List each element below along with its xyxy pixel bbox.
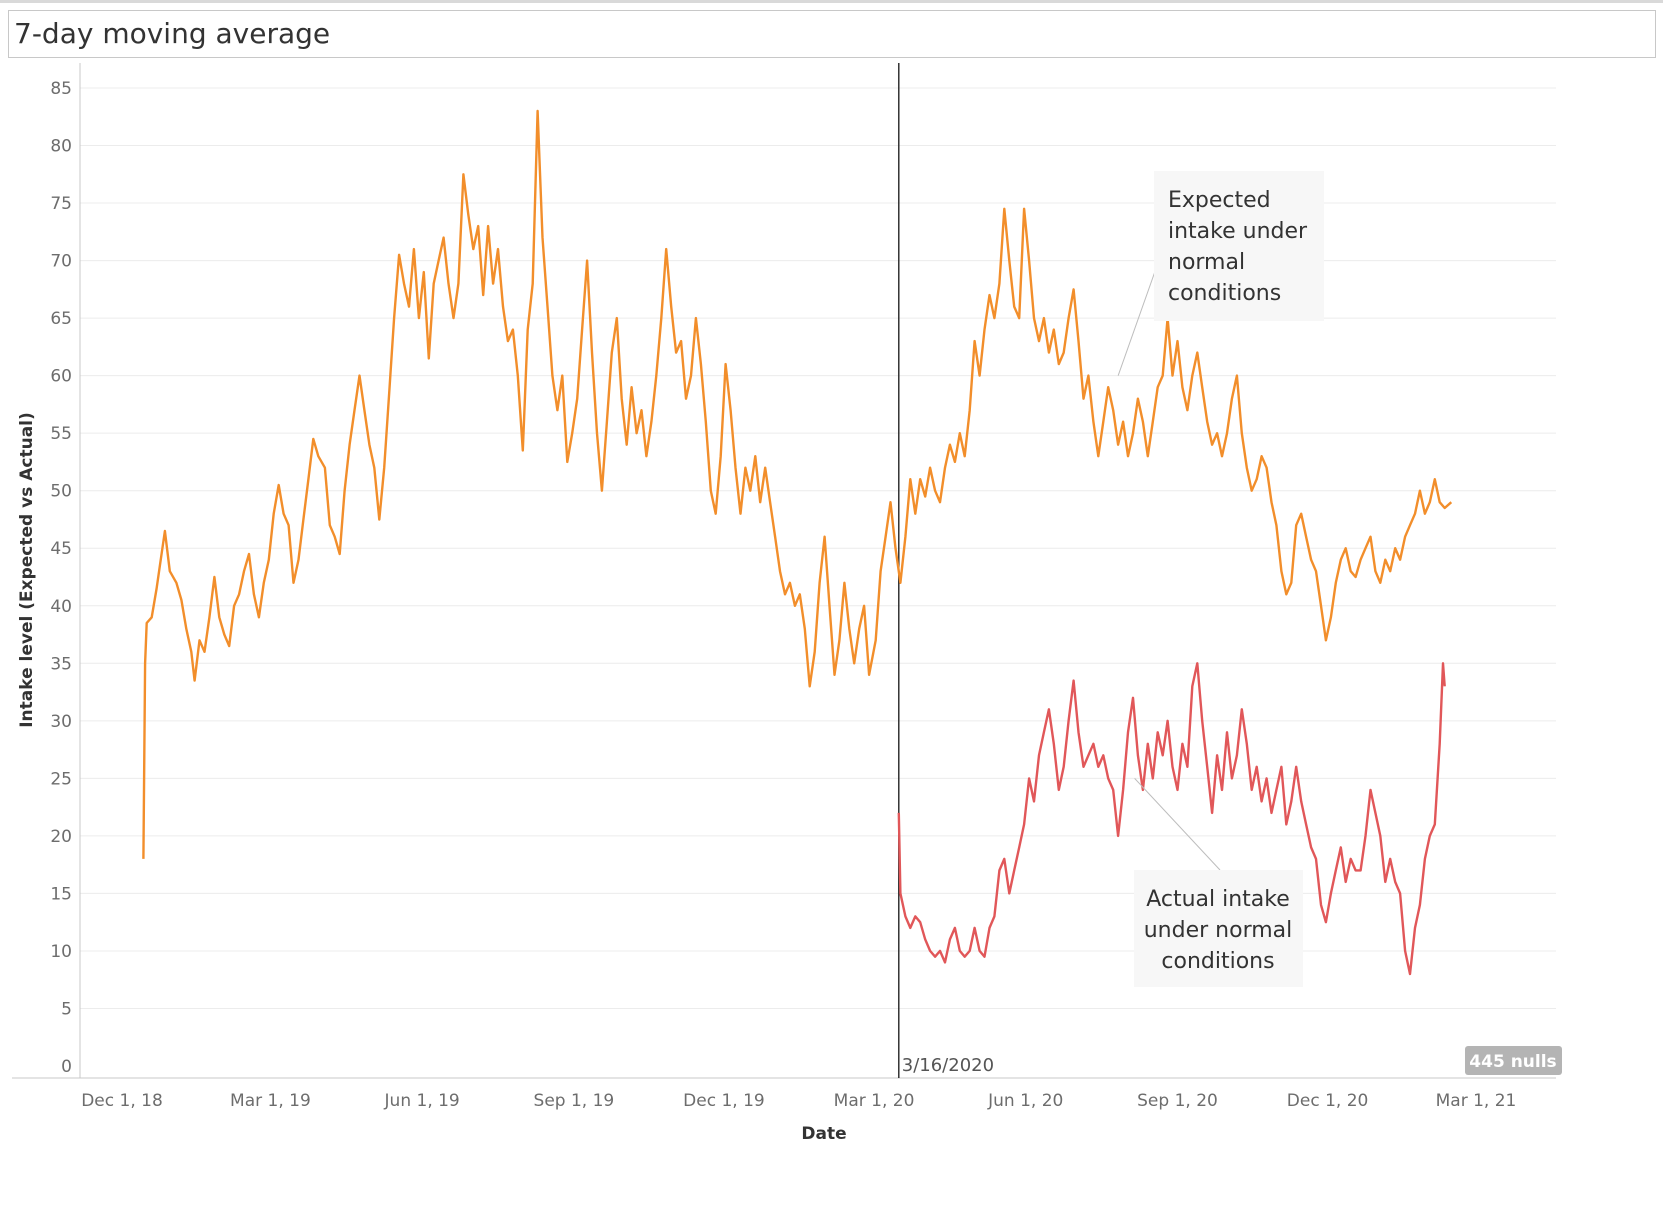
y-tick-label: 85: [50, 79, 72, 99]
annotation-line: conditions: [1168, 281, 1281, 306]
x-tick-label: Mar 1, 20: [834, 1091, 915, 1111]
y-tick-label: 35: [50, 654, 72, 674]
null-indicator[interactable]: 445 nulls: [1465, 1046, 1562, 1075]
y-tick-label: 25: [50, 769, 72, 789]
sheet-title-box: 7-day moving average: [8, 10, 1656, 58]
x-tick-label: Jun 1, 19: [384, 1091, 460, 1111]
y-tick-label: 20: [50, 827, 72, 847]
x-tick-label: Sep 1, 19: [534, 1091, 615, 1111]
series-line-actual[interactable]: [897, 662, 1446, 976]
y-tick-label: 60: [50, 367, 72, 387]
x-tick-label: Mar 1, 19: [230, 1091, 311, 1111]
y-tick-label: 0: [61, 1057, 72, 1077]
y-tick-label: 15: [50, 884, 72, 904]
y-axis-title: Intake level (Expected vs Actual): [17, 412, 37, 728]
x-tick-label: Dec 1, 20: [1287, 1091, 1369, 1111]
reference-line-label: 3/16/2020: [902, 1055, 994, 1076]
y-tick-label: 45: [50, 539, 72, 559]
x-tick-label: Jun 1, 20: [987, 1091, 1063, 1111]
annotation-box: [1154, 171, 1324, 321]
y-tick-label: 65: [50, 309, 72, 329]
annotation[interactable]: Actual intake under normal conditions: [1134, 778, 1303, 987]
annotation-line: under normal: [1144, 918, 1293, 943]
y-tick-label: 75: [50, 194, 72, 214]
series-line-expected[interactable]: [142, 109, 1453, 859]
annotation-line: normal: [1168, 250, 1245, 275]
top-rule: [0, 0, 1663, 3]
y-tick-label: 10: [50, 942, 72, 962]
y-tick-label: 80: [50, 137, 72, 157]
x-axis-ticks: Dec 1, 18 Mar 1, 19 Jun 1, 19 Sep 1, 19 Dec …: [81, 1091, 1516, 1111]
y-tick-label: 55: [50, 424, 72, 444]
y-tick-label: 5: [61, 999, 72, 1019]
annotation-line: Actual intake: [1146, 887, 1290, 912]
annotation-box: [1134, 870, 1303, 987]
annotation-line: Expected: [1168, 188, 1271, 213]
annotation[interactable]: Expected intake under normal conditions: [1117, 171, 1324, 376]
annotation-line: intake under: [1168, 219, 1308, 244]
y-axis-ticks: 0 5 10 15 20 25 30 35 40 45 50 55 60 65 70 75 80 85: [50, 79, 72, 1077]
y-tick-label: 50: [50, 482, 72, 502]
x-tick-label: Mar 1, 21: [1436, 1091, 1517, 1111]
x-axis-title: Date: [801, 1124, 846, 1144]
x-tick-label: Dec 1, 19: [683, 1091, 765, 1111]
annotation-line: conditions: [1161, 949, 1274, 974]
y-tick-label: 30: [50, 712, 72, 732]
null-indicator-label: 445 nulls: [1469, 1052, 1556, 1072]
x-tick-label: Sep 1, 20: [1137, 1091, 1218, 1111]
y-tick-label: 70: [50, 252, 72, 272]
y-tick-label: 40: [50, 597, 72, 617]
sheet-title: 7-day moving average: [14, 17, 331, 50]
x-tick-label: Dec 1, 18: [81, 1091, 163, 1111]
null-indicator-badge[interactable]: [1465, 1046, 1562, 1075]
gridlines: [80, 87, 1556, 1009]
annotation-leader: [1134, 778, 1221, 871]
